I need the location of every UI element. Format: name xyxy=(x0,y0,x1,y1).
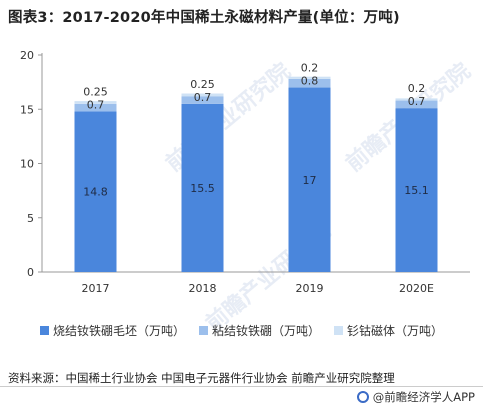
legend-swatch xyxy=(198,326,208,335)
x-tick-label: 2018 xyxy=(189,282,217,295)
y-tick-label: 20 xyxy=(20,49,34,62)
data-label: 15.5 xyxy=(190,182,215,195)
legend-label: 烧结钕铁硼毛坯（万吨） xyxy=(52,324,185,338)
bar-segment xyxy=(288,78,331,88)
data-label: 0.7 xyxy=(87,98,105,111)
data-label: 0.7 xyxy=(408,95,426,108)
data-label: 0.7 xyxy=(194,91,212,104)
data-label: 14.8 xyxy=(83,186,108,199)
chart-legend: 烧结钕铁硼毛坯（万吨） 粘结钕铁硼（万吨） 钐钴磁体（万吨） xyxy=(0,322,483,339)
data-label: 15.1 xyxy=(404,184,429,197)
data-label: 0.2 xyxy=(301,62,319,75)
bar-segment xyxy=(395,98,438,101)
bar-segment xyxy=(181,96,224,104)
footer-brand: @前瞻经济学人APP xyxy=(356,389,475,405)
chart-bars xyxy=(74,76,438,272)
data-label: 0.25 xyxy=(83,85,108,98)
bar-segment xyxy=(181,103,224,272)
data-label: 0.2 xyxy=(408,82,426,95)
x-tick-label: 2020E xyxy=(399,282,434,295)
legend-item: 钐钴磁体（万吨） xyxy=(334,322,443,339)
bar-segment xyxy=(288,76,331,79)
x-tick-label: 2017 xyxy=(82,282,110,295)
data-label: 0.25 xyxy=(190,78,215,91)
legend-label: 粘结钕铁硼（万吨） xyxy=(211,324,320,338)
brand-logo-icon xyxy=(356,391,369,403)
bar-segment xyxy=(395,108,438,272)
legend-item: 粘结钕铁硼（万吨） xyxy=(198,322,320,339)
chart-title: 图表3：2017-2020年中国稀土永磁材料产量(单位：万吨) xyxy=(8,10,400,26)
legend-label: 钐钴磁体（万吨） xyxy=(347,324,444,338)
source-note: 资料来源：中国稀土行业协会 中国电子元器件行业协会 前瞻产业研究院整理 xyxy=(8,371,395,385)
data-label: 17 xyxy=(303,174,317,187)
y-tick-label: 10 xyxy=(20,158,34,171)
footer-text: @前瞻经济学人APP xyxy=(372,390,475,404)
data-label: 0.8 xyxy=(301,75,319,88)
divider xyxy=(0,386,483,387)
bar-segment xyxy=(181,93,224,97)
bar-segment xyxy=(74,101,117,104)
y-tick-label: 15 xyxy=(20,103,34,116)
legend-swatch xyxy=(334,326,343,335)
y-tick-label: 0 xyxy=(27,266,34,279)
bar-segment xyxy=(288,87,331,272)
x-tick-label: 2019 xyxy=(296,282,324,295)
y-tick-label: 5 xyxy=(27,212,34,225)
bar-segment xyxy=(74,111,117,272)
bar-segment xyxy=(74,103,117,112)
legend-swatch xyxy=(39,326,49,335)
bar-segment xyxy=(395,100,438,109)
legend-item: 烧结钕铁硼毛坯（万吨） xyxy=(39,322,185,339)
